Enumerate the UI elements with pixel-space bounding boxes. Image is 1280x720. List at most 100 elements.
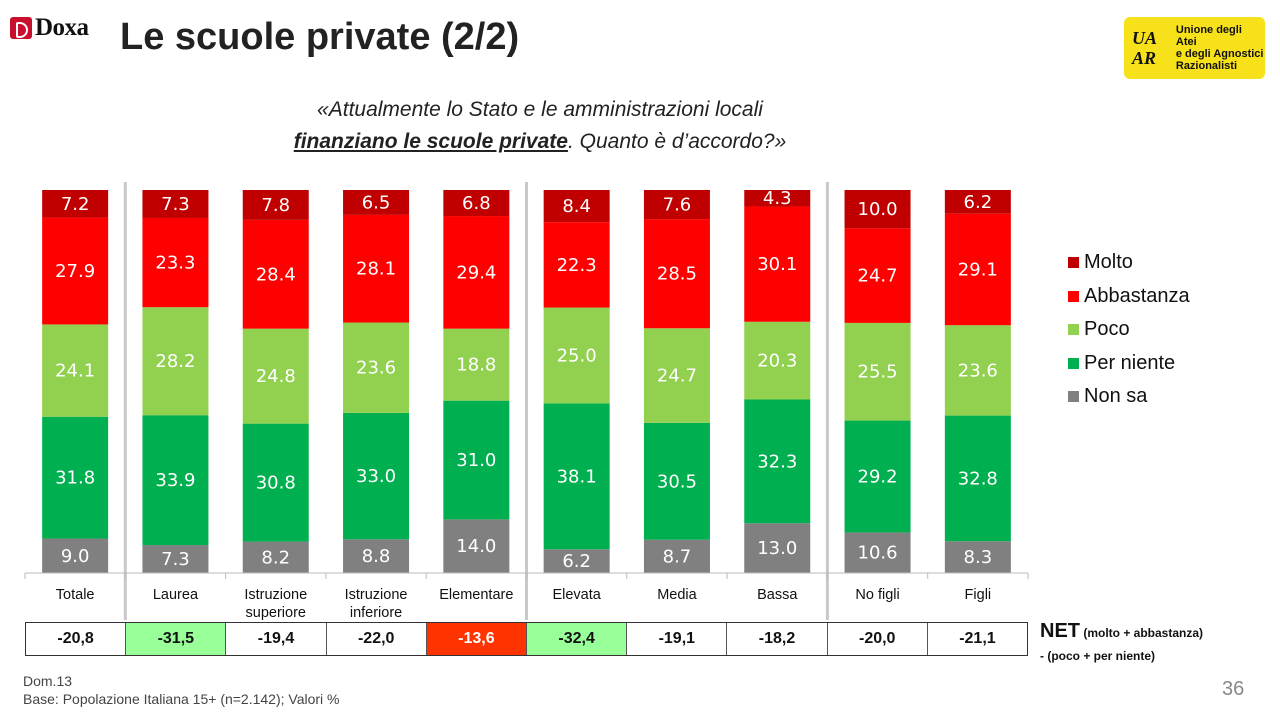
bar-per-niente-8 bbox=[744, 399, 811, 524]
net-value-2: -31,5 bbox=[126, 623, 227, 655]
bar-abbastanza-10 bbox=[944, 213, 1011, 326]
bar-poco-3 bbox=[242, 328, 309, 424]
doxa-logo: Doxa bbox=[10, 14, 89, 42]
bar-per-niente-5 bbox=[443, 400, 510, 520]
data-label-poco-6: 25.0 bbox=[557, 345, 597, 366]
page-number: 36 bbox=[1222, 678, 1245, 700]
data-label-poco-2: 28.2 bbox=[155, 351, 195, 372]
question-emphasis: finanziano le scuole private bbox=[293, 130, 568, 153]
data-label-abbastanza-10: 29.1 bbox=[958, 259, 998, 280]
data-label-non-sa-3: 8.2 bbox=[261, 547, 290, 568]
category-label-1: Totale bbox=[56, 587, 95, 603]
legend-label-molto: Molto bbox=[1084, 251, 1133, 274]
bar-non-sa-2 bbox=[142, 545, 209, 573]
doxa-mark-icon bbox=[10, 17, 32, 39]
category-label-5: Elementare bbox=[439, 587, 513, 603]
data-label-molto-3: 7.8 bbox=[261, 195, 290, 216]
data-label-per-niente-5: 31.0 bbox=[456, 450, 496, 471]
category-label-10: Figli bbox=[965, 587, 992, 603]
legend-item-abbastanza: Abbastanza bbox=[1068, 272, 1190, 322]
category-label-6: Elevata bbox=[552, 587, 601, 603]
bar-per-niente-6 bbox=[543, 403, 610, 550]
category-label-4-line-2: inferiore bbox=[350, 605, 402, 621]
uaar-text-line-3: Razionalisti bbox=[1175, 60, 1237, 72]
bar-abbastanza-5 bbox=[443, 216, 510, 329]
data-label-molto-6: 8.4 bbox=[562, 196, 591, 217]
data-label-abbastanza-5: 29.4 bbox=[456, 262, 496, 283]
data-label-non-sa-9: 10.6 bbox=[858, 543, 898, 564]
data-label-non-sa-2: 7.3 bbox=[161, 549, 190, 570]
chart-legend: Molto Abbastanza Poco Per niente Non sa bbox=[1068, 238, 1190, 422]
uaar-text: Unione degli Atei e degli Agnostici Razi… bbox=[1176, 24, 1265, 72]
bar-abbastanza-2 bbox=[142, 217, 209, 308]
legend-swatch-per-niente bbox=[1068, 357, 1079, 369]
legend-swatch-non-sa bbox=[1068, 391, 1079, 403]
data-label-molto-8: 4.3 bbox=[763, 188, 792, 209]
bar-molto-6 bbox=[543, 190, 610, 223]
bar-molto-9 bbox=[844, 190, 911, 229]
uaar-text-line-1: Unione degli Atei bbox=[1175, 24, 1242, 48]
data-label-poco-1: 24.1 bbox=[55, 361, 95, 382]
data-label-poco-10: 23.6 bbox=[958, 360, 998, 381]
bar-poco-5 bbox=[443, 328, 510, 401]
uaar-glyphs: UA AR bbox=[1132, 28, 1157, 68]
data-label-per-niente-2: 33.9 bbox=[155, 470, 195, 491]
bar-non-sa-1 bbox=[42, 538, 109, 573]
data-label-molto-4: 6.5 bbox=[362, 192, 391, 213]
data-label-abbastanza-4: 28.1 bbox=[356, 259, 396, 280]
data-label-poco-8: 20.3 bbox=[757, 351, 797, 372]
bar-per-niente-10 bbox=[944, 415, 1011, 542]
legend-swatch-abbastanza bbox=[1068, 290, 1079, 302]
net-value-6: -32,4 bbox=[527, 623, 628, 655]
data-label-non-sa-8: 13.0 bbox=[757, 538, 797, 559]
bar-molto-2 bbox=[142, 190, 209, 218]
bar-abbastanza-4 bbox=[343, 214, 410, 323]
net-value-4: -22,0 bbox=[327, 623, 427, 655]
bar-poco-8 bbox=[744, 321, 811, 400]
legend-swatch-molto bbox=[1068, 257, 1079, 269]
net-value-7: -19,1 bbox=[627, 623, 728, 655]
net-value-8: -18,2 bbox=[727, 623, 828, 655]
bar-molto-10 bbox=[944, 190, 1011, 214]
data-label-non-sa-5: 14.0 bbox=[456, 536, 496, 557]
data-label-poco-5: 18.8 bbox=[456, 355, 496, 376]
doxa-wordmark: Doxa bbox=[35, 14, 89, 41]
question-line-1: «Attualmente lo Stato e le amministrazio… bbox=[317, 98, 763, 121]
bar-poco-9 bbox=[844, 322, 911, 421]
legend-label-per-niente: Per niente bbox=[1084, 351, 1176, 374]
bar-molto-3 bbox=[242, 190, 309, 220]
bar-molto-5 bbox=[443, 190, 510, 217]
category-label-3-line-2: superiore bbox=[246, 605, 306, 621]
legend-label-abbastanza: Abbastanza bbox=[1084, 284, 1190, 307]
category-label-8: Bassa bbox=[757, 587, 798, 603]
bar-abbastanza-1 bbox=[42, 217, 109, 325]
data-label-non-sa-6: 6.2 bbox=[562, 551, 591, 572]
bar-per-niente-2 bbox=[142, 415, 209, 546]
category-label-3-line-1: Istruzione bbox=[244, 587, 307, 603]
net-value-9: -20,0 bbox=[828, 623, 928, 655]
data-label-abbastanza-9: 24.7 bbox=[858, 266, 898, 287]
data-label-abbastanza-7: 28.5 bbox=[657, 264, 697, 285]
bar-abbastanza-3 bbox=[242, 219, 309, 329]
data-label-per-niente-6: 38.1 bbox=[557, 466, 597, 487]
footnote-question-ref: Dom.13 bbox=[23, 673, 73, 689]
data-label-abbastanza-8: 30.1 bbox=[757, 254, 797, 275]
data-label-molto-10: 6.2 bbox=[964, 192, 993, 213]
data-label-poco-7: 24.7 bbox=[657, 366, 697, 387]
net-row: -20,8 -31,5 -19,4 -22,0 -13,6 -32,4 -19,1 -18,2… bbox=[25, 622, 1028, 656]
data-label-molto-9: 10.0 bbox=[858, 199, 898, 220]
bar-non-sa-10 bbox=[944, 541, 1011, 573]
data-label-molto-1: 7.2 bbox=[61, 194, 90, 215]
bar-poco-6 bbox=[543, 307, 610, 404]
data-label-per-niente-7: 30.5 bbox=[657, 471, 697, 492]
bar-abbastanza-7 bbox=[643, 219, 710, 329]
data-label-non-sa-10: 8.3 bbox=[964, 547, 993, 568]
uaar-logo: UA AR Unione degli Atei e degli Agnostic… bbox=[1124, 17, 1265, 79]
data-label-molto-2: 7.3 bbox=[161, 194, 190, 215]
data-label-per-niente-10: 32.8 bbox=[958, 468, 998, 489]
category-label-2: Laurea bbox=[153, 587, 199, 603]
net-note: NET (molto + abbastanza) - (poco + per n… bbox=[1040, 620, 1203, 663]
bar-molto-8 bbox=[744, 190, 811, 207]
legend-swatch-poco bbox=[1068, 324, 1079, 336]
bar-molto-1 bbox=[42, 190, 109, 218]
